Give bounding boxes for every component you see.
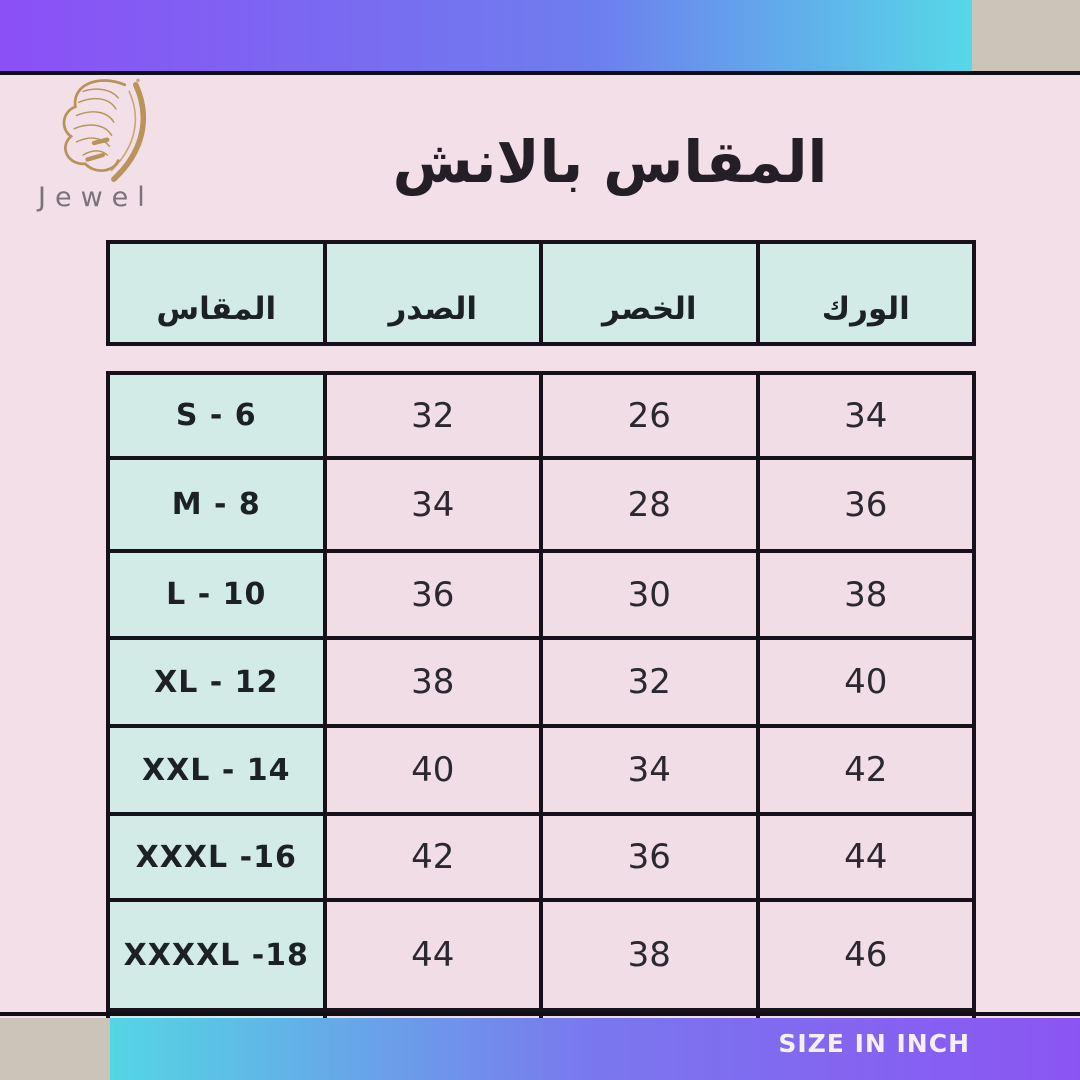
top-gradient-bar bbox=[0, 0, 1080, 71]
hip-cell: 42 bbox=[755, 724, 976, 816]
size-cell: S - 6 bbox=[106, 371, 327, 460]
size-cell: XXL - 14 bbox=[106, 724, 327, 816]
size-chart-body: S - 6 32 26 34 M - 8 34 28 36 L - 10 36 … bbox=[106, 371, 976, 1064]
waist-cell: 38 bbox=[539, 898, 760, 1012]
butterfly-icon bbox=[62, 78, 147, 182]
hip-cell: 36 bbox=[755, 456, 976, 553]
chest-cell: 32 bbox=[322, 371, 543, 460]
size-cell: M - 8 bbox=[106, 456, 327, 553]
top-divider-line bbox=[0, 71, 1080, 75]
table-row: M - 8 34 28 36 bbox=[106, 456, 976, 553]
waist-cell: 28 bbox=[539, 456, 760, 553]
bottom-divider-line bbox=[0, 1012, 1080, 1016]
column-header-hip: الورك bbox=[755, 240, 976, 346]
chest-cell: 36 bbox=[322, 549, 543, 640]
table-row: XXL - 14 40 34 42 bbox=[106, 724, 976, 816]
table-row: L - 10 36 30 38 bbox=[106, 549, 976, 640]
hip-cell: 44 bbox=[755, 812, 976, 902]
bottom-gradient-bar bbox=[0, 1018, 1080, 1080]
column-header-waist: الخصر bbox=[539, 240, 760, 346]
hip-cell: 34 bbox=[755, 371, 976, 460]
waist-cell: 34 bbox=[539, 724, 760, 816]
column-header-chest: الصدر bbox=[322, 240, 543, 346]
waist-cell: 32 bbox=[539, 636, 760, 728]
table-row: XXXXL -18 44 38 46 bbox=[106, 898, 976, 1012]
hip-cell: 38 bbox=[755, 549, 976, 640]
size-chart-header: المقاس الصدر الخصر الورك bbox=[106, 240, 976, 346]
table-row: XXXL -16 42 36 44 bbox=[106, 812, 976, 902]
table-row: XL - 12 38 32 40 bbox=[106, 636, 976, 728]
brand-name: Jewel bbox=[38, 182, 154, 213]
waist-cell: 36 bbox=[539, 812, 760, 902]
header-row: المقاس الصدر الخصر الورك bbox=[106, 240, 976, 346]
chest-cell: 38 bbox=[322, 636, 543, 728]
waist-cell: 26 bbox=[539, 371, 760, 460]
chest-cell: 40 bbox=[322, 724, 543, 816]
hip-cell: 46 bbox=[755, 898, 976, 1012]
chest-cell: 44 bbox=[322, 898, 543, 1012]
chest-cell: 34 bbox=[322, 456, 543, 553]
size-cell: XL - 12 bbox=[106, 636, 327, 728]
top-beige-block bbox=[972, 0, 1080, 71]
size-cell: XXXL -16 bbox=[106, 812, 327, 902]
footer-label: SIZE IN INCH bbox=[778, 1029, 970, 1058]
brand-logo: Jewel bbox=[28, 74, 218, 219]
size-cell: L - 10 bbox=[106, 549, 327, 640]
hip-cell: 40 bbox=[755, 636, 976, 728]
table-row: S - 6 32 26 34 bbox=[106, 371, 976, 460]
page-title: المقاس بالانش bbox=[392, 128, 828, 196]
waist-cell: 30 bbox=[539, 549, 760, 640]
chest-cell: 42 bbox=[322, 812, 543, 902]
bottom-beige-block bbox=[0, 1018, 110, 1080]
column-header-size: المقاس bbox=[106, 240, 327, 346]
size-cell: XXXXL -18 bbox=[106, 898, 327, 1012]
